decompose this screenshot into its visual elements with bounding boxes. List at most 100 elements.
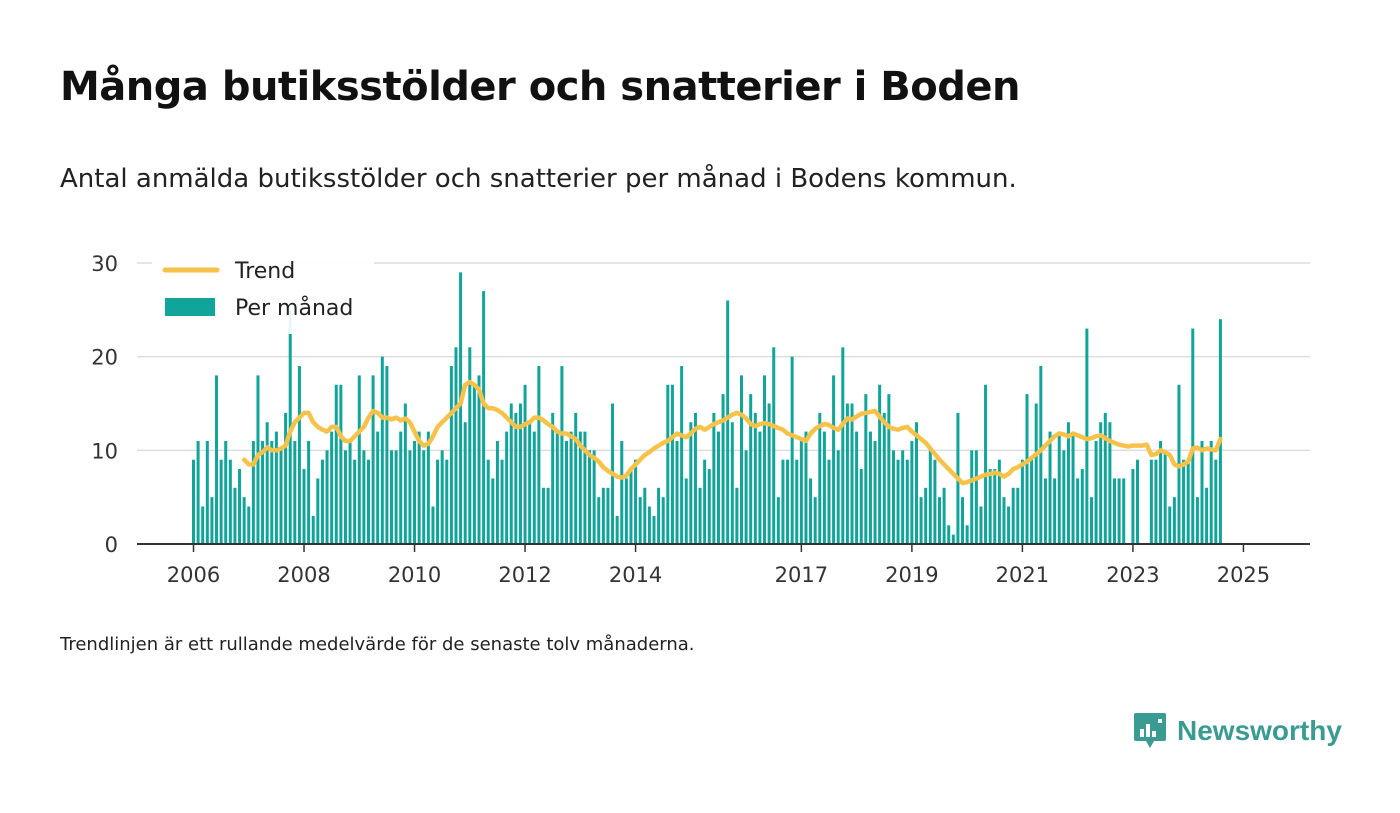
bar bbox=[569, 431, 573, 544]
bar bbox=[1218, 319, 1222, 544]
bar bbox=[634, 459, 638, 544]
bar bbox=[1154, 459, 1158, 544]
bar bbox=[712, 412, 716, 544]
bar bbox=[965, 525, 969, 544]
bar bbox=[624, 478, 628, 544]
bar bbox=[482, 291, 486, 544]
bar bbox=[274, 431, 278, 544]
x-tick-label: 2017 bbox=[775, 563, 828, 587]
bar bbox=[993, 469, 997, 544]
bar bbox=[1016, 487, 1020, 544]
bar bbox=[505, 431, 509, 544]
bar bbox=[790, 356, 794, 544]
x-tick-label: 2014 bbox=[609, 563, 662, 587]
x-axis: 2006 2008 2010 2012 2014 2017 2019 2021 2023 2025 bbox=[137, 543, 1310, 587]
bar bbox=[316, 478, 320, 544]
bar bbox=[588, 450, 592, 544]
bar bbox=[855, 431, 859, 544]
legend-bars-swatch bbox=[165, 298, 215, 316]
bar bbox=[818, 412, 822, 544]
bar bbox=[735, 487, 739, 544]
bar bbox=[1149, 459, 1153, 544]
bar bbox=[970, 450, 974, 544]
bar bbox=[1168, 506, 1172, 544]
chart-note: Trendlinjen är ett rullande medelvärde f… bbox=[60, 634, 695, 655]
bar bbox=[974, 450, 978, 544]
bar bbox=[251, 440, 255, 544]
bar bbox=[394, 450, 398, 544]
y-tick-label: 30 bbox=[91, 252, 118, 276]
bar bbox=[726, 300, 730, 544]
bar bbox=[413, 440, 417, 544]
bar bbox=[302, 469, 306, 544]
bar bbox=[560, 366, 564, 544]
bar bbox=[210, 497, 214, 544]
x-tick-label: 2008 bbox=[277, 563, 330, 587]
bar bbox=[767, 403, 771, 544]
bar bbox=[491, 478, 495, 544]
legend-trend-label: Trend bbox=[234, 259, 295, 284]
bar bbox=[878, 384, 882, 544]
bar bbox=[445, 459, 449, 544]
bar bbox=[459, 272, 463, 544]
bar bbox=[781, 459, 785, 544]
bar bbox=[339, 384, 343, 544]
bar bbox=[1085, 328, 1089, 544]
bar bbox=[1099, 422, 1103, 544]
bar bbox=[1209, 440, 1213, 544]
bar bbox=[606, 487, 610, 544]
bar bbox=[891, 450, 895, 544]
bar bbox=[541, 487, 545, 544]
bar bbox=[565, 440, 569, 544]
bar bbox=[1182, 459, 1186, 544]
bar bbox=[320, 459, 324, 544]
bar bbox=[261, 440, 265, 544]
bar bbox=[1071, 431, 1075, 544]
bar bbox=[776, 497, 780, 544]
bar bbox=[813, 497, 817, 544]
bar bbox=[763, 375, 767, 544]
bar bbox=[1113, 478, 1116, 544]
bar bbox=[652, 515, 656, 544]
x-tick-label: 2010 bbox=[388, 563, 441, 587]
bar bbox=[279, 450, 283, 544]
chart-subtitle: Antal anmälda butiksstölder och snatteri… bbox=[60, 164, 1017, 194]
bar bbox=[698, 487, 702, 544]
bar bbox=[472, 384, 476, 544]
bar bbox=[804, 431, 808, 544]
bar bbox=[417, 431, 421, 544]
bar bbox=[528, 422, 532, 544]
bar bbox=[592, 450, 596, 544]
x-tick-label: 2012 bbox=[498, 563, 551, 587]
bar bbox=[707, 469, 711, 544]
bar bbox=[901, 450, 905, 544]
y-tick-label: 0 bbox=[105, 533, 118, 557]
bar bbox=[638, 497, 642, 544]
bar bbox=[730, 422, 734, 544]
bar bbox=[643, 487, 647, 544]
bar bbox=[196, 440, 200, 544]
bar bbox=[873, 440, 877, 544]
brand-name: Newsworthy bbox=[1177, 715, 1342, 746]
bar bbox=[357, 375, 361, 544]
bar bbox=[422, 450, 426, 544]
bar bbox=[1163, 450, 1167, 544]
y-tick-label: 10 bbox=[91, 439, 118, 463]
bar bbox=[1191, 328, 1195, 544]
bar bbox=[334, 384, 338, 544]
bar bbox=[555, 431, 559, 544]
y-tick-label: 20 bbox=[91, 346, 118, 370]
bar bbox=[330, 431, 334, 544]
bar bbox=[449, 366, 453, 544]
trend-line-group bbox=[241, 379, 1223, 486]
bar bbox=[201, 506, 205, 544]
bar bbox=[532, 431, 536, 544]
bar bbox=[1200, 440, 1204, 544]
bar bbox=[670, 384, 674, 544]
bar bbox=[1195, 497, 1199, 544]
bar bbox=[1048, 431, 1052, 544]
bar bbox=[597, 497, 601, 544]
bar bbox=[864, 394, 868, 544]
bar bbox=[758, 431, 762, 544]
